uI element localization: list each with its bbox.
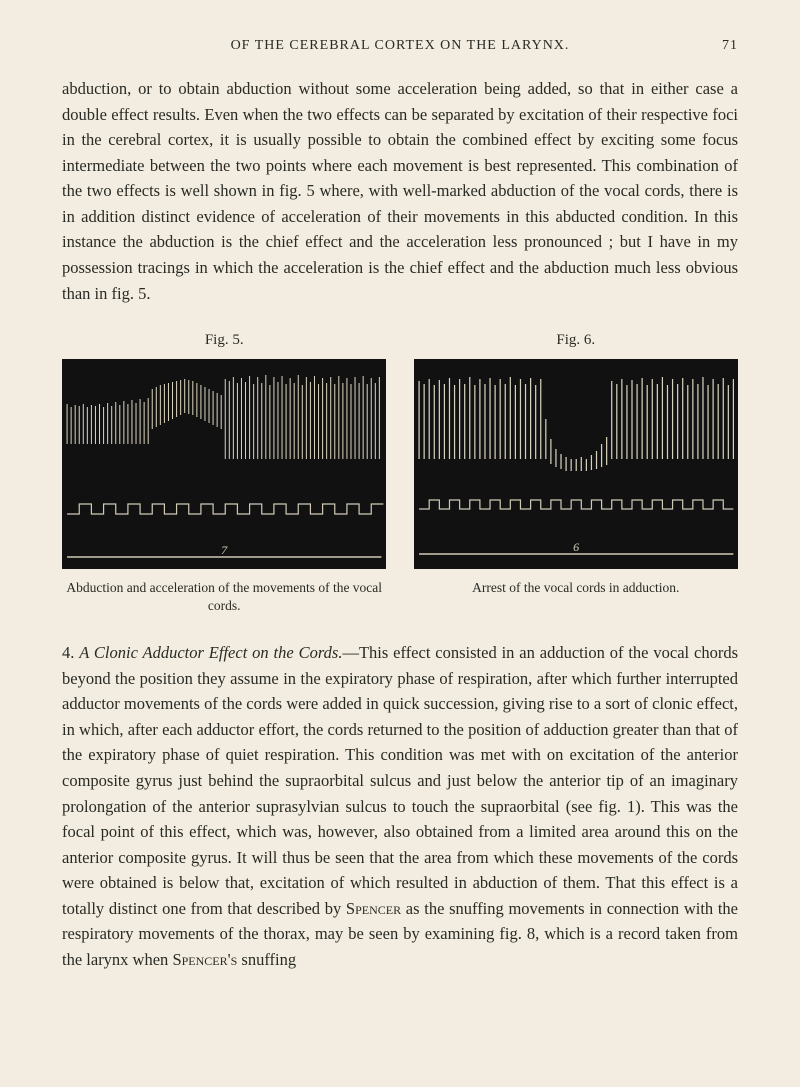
figure-6-column: Fig. 6. — [414, 332, 738, 569]
running-title: OF THE CEREBRAL CORTEX ON THE LARYNX. — [102, 38, 698, 54]
captions-row: Abduction and acceleration of the moveme… — [62, 579, 738, 614]
figure-5-image: 7 — [62, 359, 386, 569]
header-spacer — [62, 38, 102, 54]
figure-6-label: Fig. 6. — [556, 332, 595, 349]
para2-prefix: 4. — [62, 643, 79, 662]
para2-name-spencer-2: Spencer's — [172, 950, 237, 969]
figures-row: Fig. 5. — [62, 332, 738, 569]
paragraph-2: 4. A Clonic Adductor Effect on the Cords… — [62, 640, 738, 972]
figure-5-caption: Abduction and acceleration of the moveme… — [62, 579, 386, 614]
figure-5-label: Fig. 5. — [205, 332, 244, 349]
figure-5-column: Fig. 5. — [62, 332, 386, 569]
para2-name-spencer-1: Spencer — [346, 899, 401, 918]
figure-6-scale-number: 6 — [573, 540, 579, 554]
figure-6-image: 6 — [414, 359, 738, 569]
running-header: OF THE CEREBRAL CORTEX ON THE LARYNX. 71 — [62, 38, 738, 54]
page-number: 71 — [698, 38, 738, 54]
figure-5-scale-number: 7 — [221, 543, 228, 557]
para2-body-a: —This effect consisted in an adduction o… — [62, 643, 738, 918]
para2-italic-title: A Clonic Adductor Effect on the Cords. — [79, 643, 342, 662]
paragraph-1: abduction, or to obtain abduction withou… — [62, 76, 738, 306]
para2-body-c: snuffing — [237, 950, 296, 969]
figure-6-caption: Arrest of the vocal cords in adduction. — [414, 579, 738, 614]
